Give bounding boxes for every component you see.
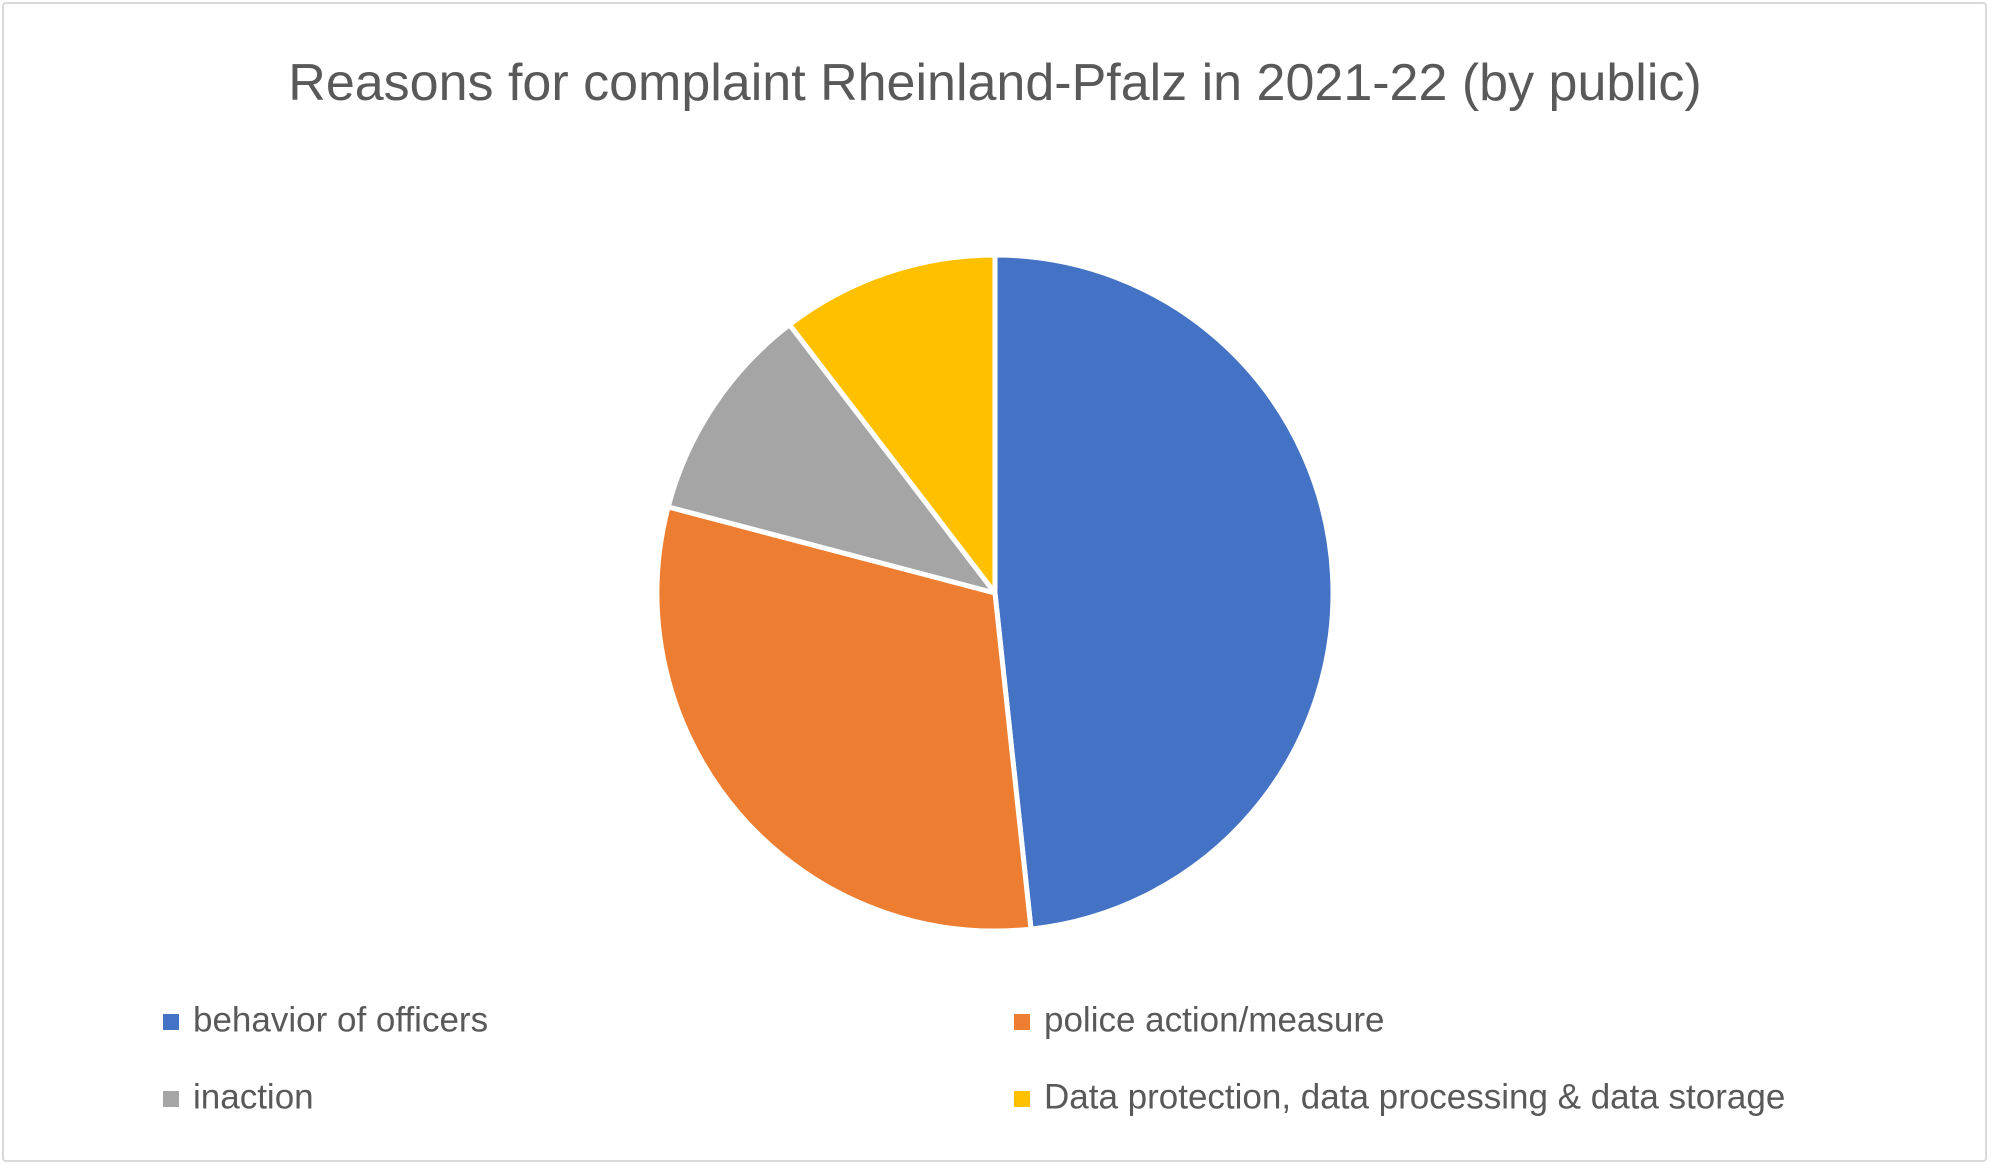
legend-label: police action/measure: [1044, 1000, 1384, 1039]
pie-slice: [665, 322, 998, 596]
legend-swatch: [163, 1014, 179, 1030]
chart-title: Reasons for complaint Rheinland-Pfalz in…: [288, 54, 1702, 112]
legend-swatch: [1014, 1091, 1030, 1107]
legend-swatch: [1014, 1014, 1030, 1030]
legend-label: behavior of officers: [193, 1000, 488, 1039]
legend-swatch: [163, 1091, 179, 1107]
pie-slice: [787, 252, 998, 596]
pie-slice: [992, 252, 1336, 932]
pie-slice: [654, 504, 1034, 934]
legend-label: Data protection, data processing & data …: [1044, 1077, 1785, 1116]
legend-label: inaction: [193, 1077, 314, 1116]
